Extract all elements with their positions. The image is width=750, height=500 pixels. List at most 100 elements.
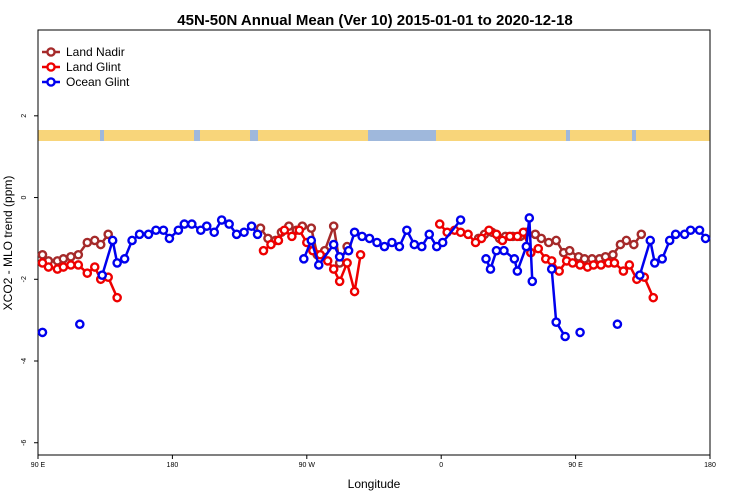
point bbox=[485, 264, 496, 274]
legend-marker bbox=[46, 77, 56, 87]
point bbox=[424, 229, 435, 240]
point bbox=[379, 241, 390, 252]
point bbox=[37, 249, 48, 260]
ocean-strip bbox=[38, 130, 710, 141]
legend-marker bbox=[46, 47, 56, 57]
point bbox=[455, 215, 466, 225]
point bbox=[322, 256, 333, 266]
point bbox=[394, 241, 405, 252]
point bbox=[151, 225, 161, 236]
point bbox=[455, 227, 466, 238]
point bbox=[416, 241, 427, 252]
point bbox=[355, 249, 366, 260]
point bbox=[187, 219, 197, 229]
point bbox=[618, 266, 629, 276]
point bbox=[134, 229, 145, 240]
point bbox=[521, 241, 532, 252]
point bbox=[95, 239, 106, 250]
point bbox=[73, 260, 84, 270]
point bbox=[224, 219, 234, 229]
point bbox=[209, 227, 220, 238]
point bbox=[112, 292, 122, 303]
x-tick-label: 180 bbox=[167, 462, 179, 469]
point bbox=[75, 319, 85, 330]
point bbox=[635, 270, 645, 280]
y-tick-label: 2 bbox=[21, 114, 28, 118]
point bbox=[107, 235, 118, 246]
x-tick-label: 90 E bbox=[31, 462, 46, 469]
point bbox=[58, 262, 69, 272]
point bbox=[82, 237, 93, 248]
point bbox=[624, 260, 635, 270]
point bbox=[328, 221, 339, 231]
point bbox=[58, 254, 69, 264]
point bbox=[143, 229, 154, 240]
point bbox=[349, 227, 360, 238]
point bbox=[252, 229, 263, 240]
point bbox=[273, 235, 284, 246]
point bbox=[685, 225, 696, 236]
point bbox=[543, 237, 554, 248]
x-axis-label: Longitude bbox=[348, 477, 401, 491]
point bbox=[596, 260, 606, 270]
land-strip bbox=[570, 130, 632, 141]
point bbox=[497, 235, 508, 246]
point bbox=[491, 229, 502, 240]
point bbox=[97, 270, 108, 280]
x-tick-label: 90 W bbox=[299, 462, 316, 469]
point bbox=[334, 276, 345, 287]
legend-label: Land Nadir bbox=[66, 45, 125, 59]
point bbox=[231, 229, 242, 240]
point bbox=[357, 231, 367, 242]
point bbox=[334, 252, 345, 262]
point bbox=[315, 249, 326, 260]
y-tick-label: -4 bbox=[21, 358, 28, 364]
land-strip bbox=[436, 130, 566, 141]
point bbox=[103, 229, 113, 240]
point bbox=[266, 239, 276, 250]
point bbox=[512, 266, 523, 276]
point bbox=[664, 235, 675, 246]
point bbox=[524, 213, 535, 223]
chart-title: 45N-50N Annual Mean (Ver 10) 2015-01-01 … bbox=[177, 12, 572, 29]
point bbox=[518, 227, 529, 238]
point bbox=[112, 258, 122, 268]
point bbox=[645, 235, 656, 246]
point bbox=[287, 231, 297, 242]
point bbox=[246, 221, 257, 231]
point bbox=[179, 219, 190, 229]
point bbox=[564, 245, 575, 256]
point bbox=[434, 219, 445, 229]
point bbox=[575, 327, 585, 338]
point bbox=[66, 260, 76, 270]
point bbox=[349, 286, 360, 297]
point bbox=[299, 254, 309, 264]
legend-marker bbox=[46, 62, 56, 72]
point bbox=[567, 258, 578, 268]
point bbox=[621, 235, 632, 246]
point bbox=[73, 249, 84, 260]
point bbox=[173, 225, 184, 236]
point bbox=[527, 276, 538, 287]
point bbox=[463, 229, 473, 240]
point bbox=[560, 331, 570, 342]
point bbox=[694, 225, 705, 236]
plot-frame bbox=[37, 29, 711, 456]
land-strip bbox=[104, 130, 194, 141]
point bbox=[575, 260, 585, 270]
point bbox=[258, 245, 269, 256]
point bbox=[364, 233, 375, 244]
x-tick-label: 180 bbox=[704, 462, 716, 469]
point bbox=[491, 245, 502, 256]
y-tick-label: 0 bbox=[21, 196, 28, 200]
point bbox=[164, 233, 175, 244]
y-tick-label: -2 bbox=[21, 276, 28, 282]
point bbox=[82, 268, 93, 278]
point bbox=[201, 221, 212, 231]
y-axis-label: XCO2 - MLO trend (ppm) bbox=[1, 176, 15, 311]
point bbox=[328, 239, 339, 250]
point bbox=[657, 254, 668, 264]
point bbox=[499, 245, 509, 256]
